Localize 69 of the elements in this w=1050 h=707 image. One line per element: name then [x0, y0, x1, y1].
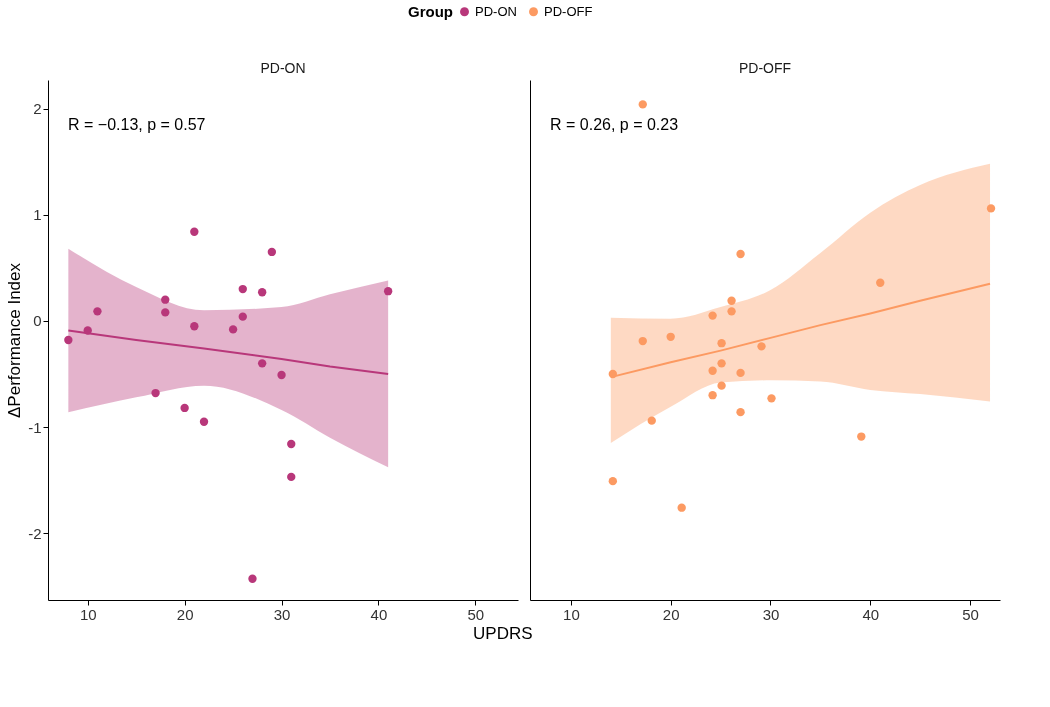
point	[666, 332, 675, 341]
x-tick-label: 10	[563, 605, 580, 623]
point	[257, 288, 267, 297]
point	[383, 287, 393, 296]
point	[277, 370, 286, 380]
x-tick-label: 20	[176, 605, 194, 623]
point	[876, 278, 885, 287]
point	[64, 335, 73, 345]
point	[736, 368, 745, 378]
y-tick-label: 0	[33, 312, 42, 330]
y-tick-label: 1	[33, 206, 42, 224]
point	[228, 325, 238, 334]
point	[767, 394, 776, 403]
point	[757, 342, 766, 351]
point	[93, 307, 102, 316]
point	[257, 359, 267, 368]
point	[608, 476, 618, 486]
point	[238, 284, 247, 294]
point	[199, 417, 209, 426]
x-tick-label: 30	[762, 605, 780, 623]
legend-title: Group	[408, 3, 453, 20]
y-axis-title: ΔPerformance Index	[5, 262, 25, 418]
point	[708, 311, 717, 320]
point	[638, 336, 647, 346]
point	[717, 359, 726, 368]
point	[677, 503, 686, 512]
point	[647, 416, 656, 425]
x-tick-label: 30	[273, 605, 291, 623]
point	[717, 381, 726, 390]
point	[708, 366, 717, 375]
point	[238, 312, 247, 321]
point	[708, 391, 717, 400]
point	[190, 227, 199, 236]
point	[727, 296, 736, 305]
legend-label: PD-ON	[475, 3, 517, 19]
point	[83, 326, 92, 335]
chart-title: PD-OFF	[738, 60, 792, 76]
x-tick-label: 40	[370, 605, 388, 623]
point	[986, 204, 996, 213]
point	[857, 432, 866, 441]
annotation: R = 0.26, p = 0.23	[550, 116, 679, 133]
x-tick-label: 40	[862, 605, 880, 623]
point	[161, 295, 170, 304]
point	[248, 574, 257, 583]
x-tick-label: 50	[962, 605, 979, 623]
point	[267, 247, 277, 257]
point	[638, 100, 647, 109]
legend-label: PD-OFF	[544, 3, 593, 19]
y-tick-label: -1	[28, 418, 42, 436]
x-axis-title: UPDRS	[473, 624, 533, 643]
chart-title: PD-ON	[260, 60, 306, 76]
annotation: R = −0.13, p = 0.57	[68, 116, 206, 133]
point	[727, 307, 736, 316]
x-tick-label: 20	[662, 605, 680, 623]
point	[151, 388, 160, 398]
point	[608, 369, 618, 379]
point	[180, 403, 189, 413]
point	[190, 322, 199, 331]
point	[736, 407, 745, 417]
x-tick-label: 10	[79, 605, 97, 623]
point	[717, 339, 726, 348]
point	[736, 249, 745, 259]
y-tick-label: 2	[33, 100, 42, 118]
y-tick-label: -2	[28, 524, 42, 542]
x-tick-label: 50	[467, 605, 485, 623]
point	[287, 439, 296, 449]
point	[161, 308, 170, 317]
line-series	[67, 329, 390, 375]
point	[287, 472, 296, 482]
